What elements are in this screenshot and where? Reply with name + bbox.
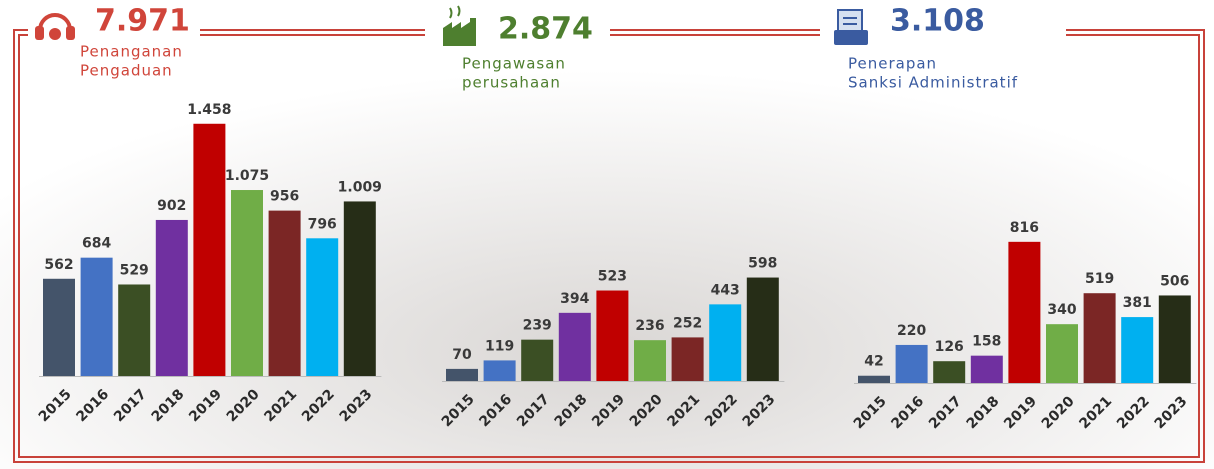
bar (344, 201, 376, 376)
value-label: 119 (485, 338, 514, 354)
bar (1121, 317, 1153, 383)
value-label: 902 (157, 198, 186, 214)
value-label: 158 (972, 334, 1001, 350)
infographic: 7.971PenangananPengaduan5622015684201652… (0, 0, 1214, 469)
document-icon (834, 10, 868, 45)
bar (747, 278, 779, 381)
value-label: 562 (44, 257, 73, 273)
bar (1046, 324, 1078, 383)
value-label: 796 (308, 216, 337, 232)
value-label: 1.075 (225, 168, 269, 184)
bar (1084, 293, 1116, 383)
value-label: 70 (452, 347, 472, 363)
value-label: 126 (935, 339, 964, 355)
value-label: 239 (523, 318, 552, 334)
bar (559, 313, 591, 381)
value-label: 506 (1160, 273, 1189, 289)
value-label: 443 (711, 282, 740, 298)
value-label: 1.009 (338, 179, 382, 195)
value-label: 519 (1085, 271, 1114, 287)
bar (858, 376, 890, 383)
bar (634, 340, 666, 381)
value-label: 529 (120, 262, 149, 278)
value-label: 598 (748, 256, 777, 272)
chart-subtitle: Penanganan (80, 43, 183, 61)
bar (521, 340, 553, 381)
chart-subtitle: Pengaduan (80, 62, 173, 80)
bar (1008, 242, 1040, 383)
bar (596, 291, 628, 381)
bar (269, 211, 301, 376)
value-label: 381 (1123, 295, 1152, 311)
value-label: 340 (1047, 302, 1076, 318)
bar (933, 361, 965, 383)
bar (484, 360, 516, 381)
bar (896, 345, 928, 383)
chart-subtitle: Pengawasan (462, 55, 566, 73)
bar (971, 356, 1003, 383)
value-label: 236 (635, 318, 664, 334)
bar (672, 337, 704, 381)
chart-title: 3.108 (890, 4, 985, 39)
bar (156, 220, 188, 376)
value-label: 523 (598, 269, 627, 285)
bar (709, 304, 741, 381)
value-label: 1.458 (187, 102, 231, 118)
bar (1159, 295, 1191, 383)
value-label: 956 (270, 189, 299, 205)
chart-subtitle: Sanksi Administratif (848, 74, 1018, 92)
value-label: 220 (897, 323, 926, 339)
chart-title: 2.874 (498, 12, 593, 47)
bar (118, 284, 150, 376)
chart-title: 7.971 (95, 4, 190, 39)
value-label: 684 (82, 236, 111, 252)
bar (81, 258, 113, 376)
chart-subtitle: perusahaan (462, 74, 561, 92)
bar (446, 369, 478, 381)
value-label: 252 (673, 315, 702, 331)
bar (306, 238, 338, 376)
bar (43, 279, 75, 376)
value-label: 816 (1010, 220, 1039, 236)
value-label: 394 (560, 291, 589, 307)
bar (231, 190, 263, 376)
bar (193, 124, 225, 376)
value-label: 42 (864, 354, 883, 370)
chart-subtitle: Penerapan (848, 55, 937, 73)
